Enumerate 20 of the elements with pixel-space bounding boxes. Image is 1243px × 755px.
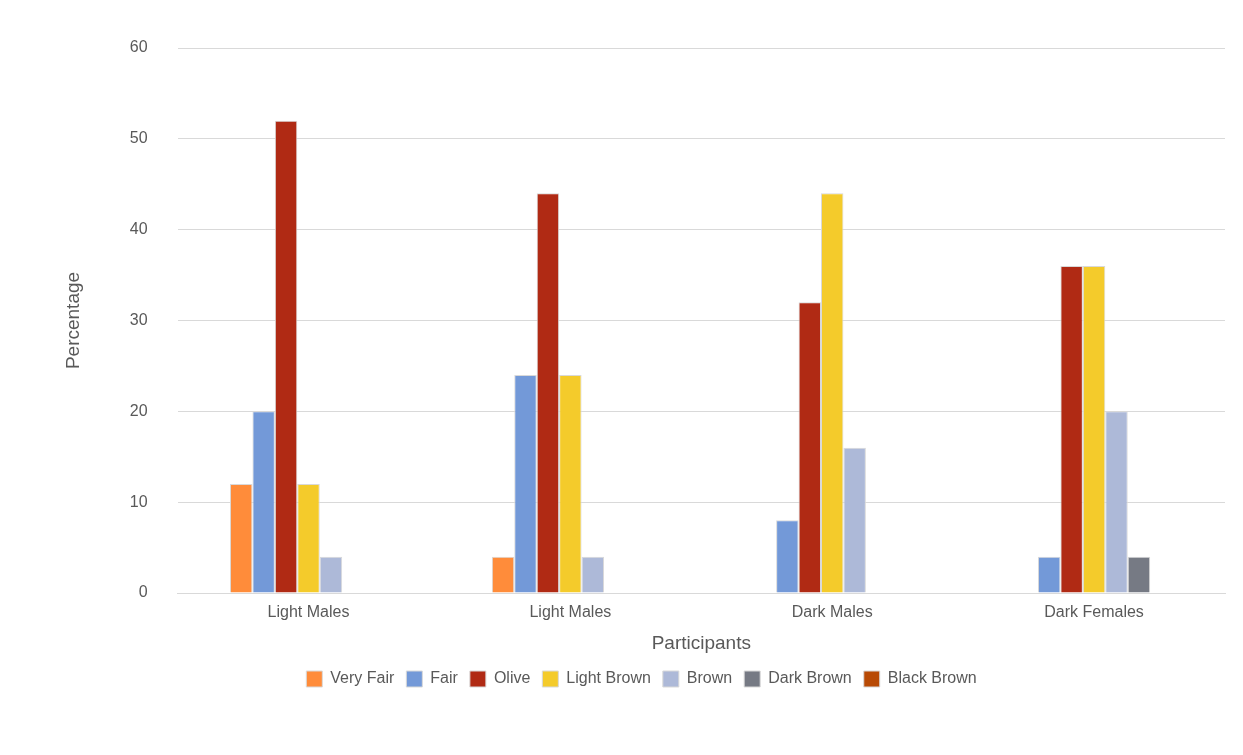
x-tick-label: Light Males xyxy=(529,603,612,621)
x-tick-label: Light Males xyxy=(267,603,350,621)
y-tick-label: 30 xyxy=(129,310,148,328)
y-tick-label: 0 xyxy=(138,583,148,601)
y-tick-label: 50 xyxy=(129,129,148,147)
y-tick-label: 10 xyxy=(129,492,148,510)
x-tick-label: Dark Males xyxy=(791,603,873,621)
y-tick-label: 20 xyxy=(129,401,148,419)
legend-label: Light Brown xyxy=(566,669,651,687)
y-tick-label: 60 xyxy=(129,38,148,56)
y-axis-title: Percentage xyxy=(61,271,83,370)
x-axis-title: Participants xyxy=(651,631,751,653)
legend-label: Brown xyxy=(686,669,733,687)
x-tick-label: Dark Females xyxy=(1044,603,1144,621)
legend-label: Olive xyxy=(493,669,531,687)
legend-label: Very Fair xyxy=(330,669,395,687)
legend-label: Fair xyxy=(430,669,459,687)
legend-label: Black Brown xyxy=(887,669,977,687)
legend-label: Dark Brown xyxy=(768,669,852,687)
y-tick-label: 40 xyxy=(129,220,148,238)
